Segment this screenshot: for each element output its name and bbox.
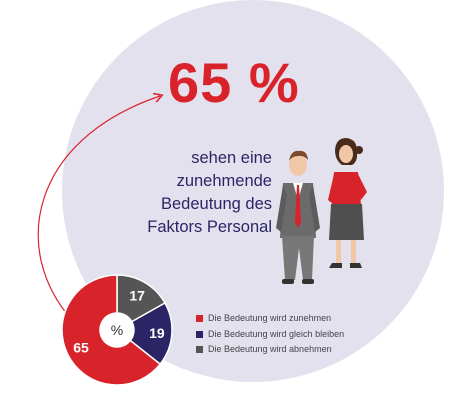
pie-value-label: 19 — [149, 325, 165, 341]
subtext-line: zunehmende — [176, 172, 272, 190]
legend-label: Die Bedeutung wird abnehmen — [208, 344, 332, 354]
curved-arrow — [37, 96, 160, 321]
man-figure — [276, 150, 320, 284]
legend-swatch — [196, 315, 203, 323]
legend-item: Die Bedeutung wird gleich bleiben — [196, 327, 344, 343]
pie-chart: 17 19 65% — [61, 274, 173, 386]
legend-swatch — [196, 346, 203, 354]
legend-label: Die Bedeutung wird gleich bleiben — [208, 328, 345, 339]
pie-value-label: 65 — [73, 339, 89, 355]
subtext-line: Faktors Personal — [147, 218, 272, 236]
subtext-line: Bedeutung des — [160, 195, 272, 213]
legend-swatch — [196, 330, 203, 338]
pie-center-label: % — [111, 322, 123, 338]
chart-legend: Die Bedeutung wird zunehmen Die Bedeutun… — [196, 311, 344, 358]
pie-value-label: 17 — [129, 287, 145, 303]
headline-percentage: 65 % — [168, 51, 300, 114]
legend-item: Die Bedeutung wird abnehmen — [196, 342, 344, 358]
woman-figure — [328, 138, 367, 268]
pie-center-hole — [100, 313, 134, 347]
legend-label: Die Bedeutung wird zunehmen — [208, 313, 332, 323]
subtext: sehen eine zunehmende Bedeutung des Fakt… — [102, 147, 272, 239]
legend-item: Die Bedeutung wird zunehmen — [196, 311, 344, 327]
subtext-line: sehen eine — [191, 149, 272, 167]
